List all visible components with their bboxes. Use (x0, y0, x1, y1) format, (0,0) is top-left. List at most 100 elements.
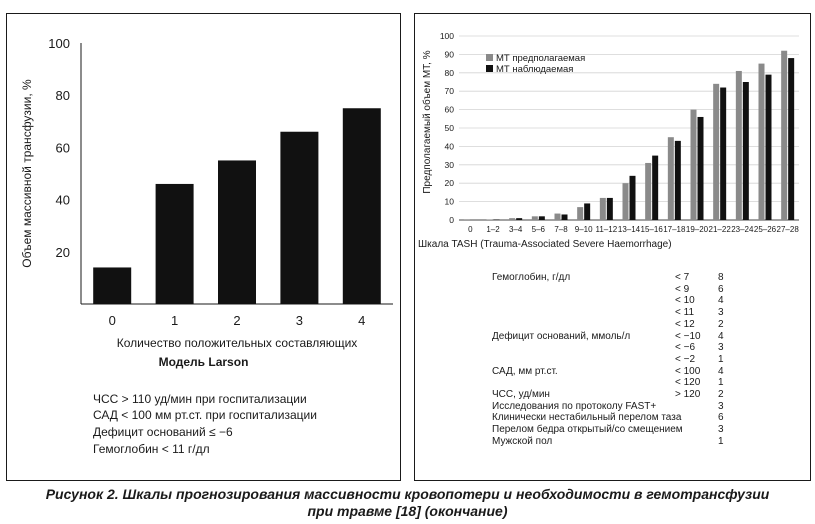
tash-param-cell: Мужской пол (492, 435, 553, 447)
bar-observed (538, 216, 545, 220)
x-tick-label: 27–28 (777, 225, 800, 234)
tash-panel: 0 10 20 30 40 50 60 70 80 90 100 0 1–2 3–4 5–6 7–8 9–10 1… (414, 13, 811, 481)
bar-predicted (509, 218, 516, 220)
tash-pts-cell: 1 (718, 353, 724, 365)
x-tick-label: 17–18 (663, 225, 686, 234)
tash-cond-cell: < 11 (675, 307, 694, 319)
bar-predicted (758, 63, 765, 220)
y-tick-label: 20 (445, 178, 455, 188)
bar-observed (493, 219, 500, 220)
x-tick-label: 4 (358, 313, 365, 328)
tash-pts-cell: 8 (718, 272, 724, 283)
bar-observed (674, 140, 681, 220)
x-tick-label: 13–14 (618, 225, 641, 234)
y-tick-label: 30 (445, 160, 455, 170)
bar-observed (788, 58, 795, 220)
tash-pts-cell: 4 (718, 330, 724, 342)
bar-observed (720, 87, 727, 221)
bar-predicted (645, 162, 652, 220)
legend-label: МТ предполагаемая (496, 53, 585, 64)
bar-observed (561, 214, 568, 220)
tash-cond-cell: > 120 (675, 389, 701, 400)
bar-observed (652, 155, 659, 220)
y-tick-label: 40 (445, 141, 455, 151)
y-tick-label: 40 (56, 193, 70, 208)
x-axis-title: Шкала TASH (Trauma-Associated Severe Hae… (418, 239, 672, 250)
bar-predicted (690, 109, 697, 220)
tash-pts-cell: 6 (718, 412, 724, 424)
bar-observed (697, 116, 704, 220)
bar-predicted (622, 183, 629, 220)
y-tick-label: 60 (56, 140, 70, 155)
x-tick-label: 1–2 (486, 225, 500, 234)
y-tick-label: 80 (445, 68, 455, 78)
tash-pts-cell: 2 (718, 318, 724, 330)
larson-criterion-base-deficit: Дефицит оснований ≤ −6 (93, 425, 233, 439)
bar-predicted (735, 70, 742, 221)
x-tick-label: 2 (233, 313, 240, 328)
bar-observed (629, 175, 636, 220)
larson-criterion-hr: ЧСС > 110 уд/мин при госпитализации (93, 392, 307, 406)
y-axis-title: Объем массивной трансфузии, % (20, 79, 34, 268)
legend-label: МТ наблюдаемая (496, 64, 573, 75)
tash-param-cell: Перелом бедра открытый/со смещением (492, 424, 683, 436)
x-tick-label: 3–4 (509, 225, 523, 234)
bar-observed (606, 197, 613, 220)
bar (93, 267, 132, 304)
bar-predicted (599, 197, 606, 220)
figure-caption-line-2: при травме [18] (окончание) (307, 503, 508, 519)
bar (280, 131, 319, 304)
bar (342, 108, 381, 304)
tash-param-cell: Клинически нестабильный перелом таза (492, 412, 682, 424)
x-tick-label: 0 (468, 225, 473, 234)
bar-predicted (531, 216, 538, 220)
tash-cond-cell: < 7 (675, 272, 690, 283)
tash-pts-cell: 1 (718, 377, 724, 389)
tash-param-cell: Гемоглобин, г/дл (492, 272, 571, 283)
legend-swatch (486, 54, 493, 61)
tash-cond-cell: < 12 (675, 318, 695, 330)
tash-cond-cell: < 10 (675, 295, 695, 307)
x-tick-label: 15–16 (641, 225, 664, 234)
tash-param-cell: Исследования по протоколу FAST+ (492, 400, 657, 412)
x-tick-label: 11–12 (596, 225, 618, 234)
tash-pts-cell: 4 (718, 295, 724, 307)
y-tick-label: 100 (440, 31, 454, 41)
larson-panel: 20 40 60 80 100 0 1 2 3 4 Количество положительных… (6, 13, 401, 481)
tash-cond-cell: < −10 (675, 330, 701, 342)
tash-pts-cell: 3 (718, 342, 724, 354)
tash-pts-cell: 1 (718, 435, 724, 447)
tash-pts-cell: 4 (718, 365, 724, 377)
tash-cond-cell: < 9 (675, 283, 690, 295)
figure-caption-line-1: Рисунок 2. Шкалы прогнозирования массивн… (45, 486, 770, 502)
tash-pts-cell: 2 (718, 389, 724, 400)
y-tick-label: 0 (449, 215, 454, 225)
bar-predicted (577, 207, 584, 220)
tash-pts-cell: 3 (718, 400, 724, 412)
larson-criterion-sbp: САД < 100 мм рт.ст. при госпитализации (93, 408, 317, 422)
tash-pts-cell: 6 (718, 283, 724, 295)
bar-observed (516, 218, 523, 220)
y-tick-label: 100 (48, 36, 70, 51)
bar (218, 160, 256, 304)
x-tick-label: 25–26 (754, 225, 777, 234)
y-tick-label: 50 (445, 123, 455, 133)
bar-predicted (554, 213, 561, 220)
bar-observed (584, 203, 591, 220)
bar-predicted (781, 50, 788, 220)
y-tick-label: 90 (445, 49, 455, 59)
x-tick-label: 21–22 (709, 225, 732, 234)
tash-cond-cell: < −2 (675, 353, 696, 365)
bar-observed (765, 74, 772, 220)
x-tick-label: 0 (109, 313, 116, 328)
tash-param-cell: Дефицит оснований, ммоль/л (492, 330, 631, 342)
tash-cond-cell: < −6 (675, 342, 696, 354)
x-tick-label: 9–10 (575, 225, 593, 234)
bar-predicted (486, 219, 493, 220)
x-tick-label: 3 (296, 313, 303, 328)
y-tick-label: 10 (445, 197, 455, 207)
x-axis-title: Количество положительных составляющих (117, 336, 358, 350)
y-tick-label: 80 (56, 88, 70, 103)
x-tick-label: 7–8 (554, 225, 568, 234)
